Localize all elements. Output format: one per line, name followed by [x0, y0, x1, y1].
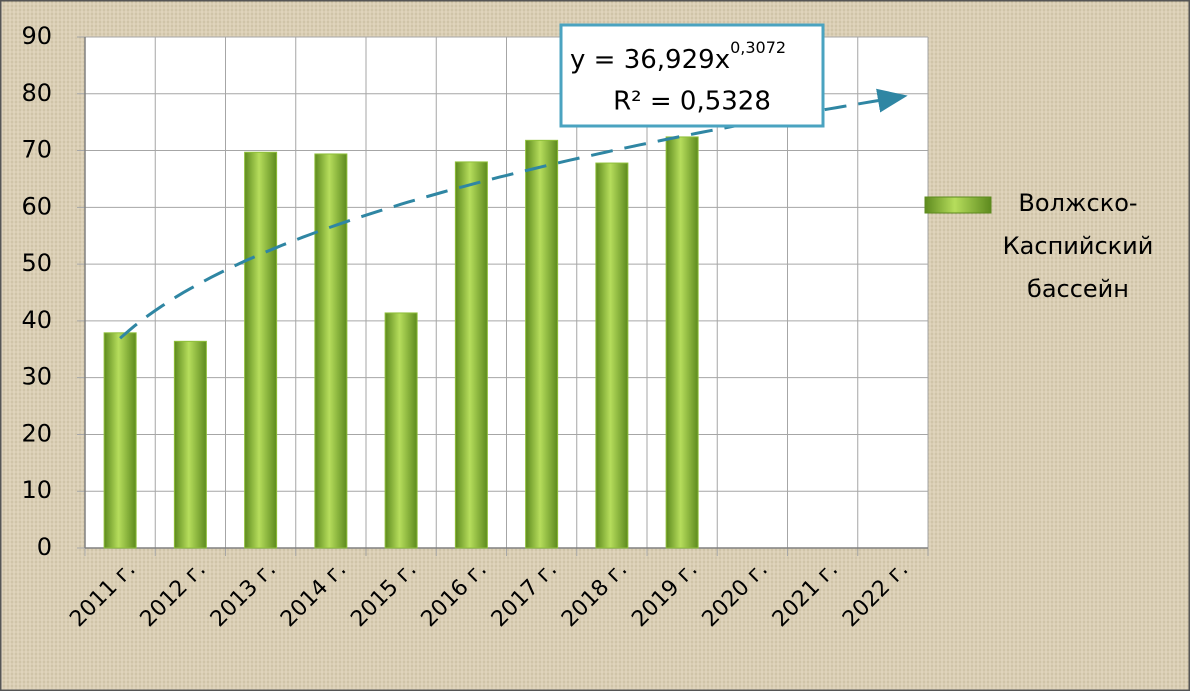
- eq-coefficient: 36,929: [624, 45, 715, 75]
- r-squared: R² = 0,5328: [613, 87, 771, 117]
- bar: [665, 136, 699, 549]
- y-tick-label: 40: [21, 306, 52, 334]
- y-tick-label: 0: [37, 533, 52, 561]
- bar: [384, 312, 418, 549]
- y-tick-label: 80: [21, 79, 52, 107]
- bar: [244, 151, 278, 549]
- bar: [595, 162, 629, 549]
- y-tick-label: 70: [21, 136, 52, 164]
- bar: [173, 340, 207, 549]
- legend-label: Волжско-Каспийский бассейн: [1002, 189, 1154, 303]
- bar: [314, 153, 348, 549]
- eq-prefix: y =: [570, 45, 624, 75]
- y-tick-label: 20: [21, 419, 52, 447]
- equation-box: [559, 23, 825, 128]
- y-tick-label: 50: [21, 249, 52, 277]
- y-tick-label: 60: [21, 192, 52, 220]
- y-tick-label: 30: [21, 363, 52, 391]
- bar: [454, 161, 488, 549]
- eq-variable: x: [715, 45, 730, 75]
- y-tick-label: 90: [21, 22, 52, 50]
- bar: [525, 139, 559, 549]
- trend-equation: y = 36,929x0,3072: [570, 38, 786, 75]
- eq-exponent: 0,3072: [730, 38, 786, 57]
- y-tick-label: 10: [21, 476, 52, 504]
- legend-swatch: [924, 196, 992, 214]
- bar: [103, 332, 137, 549]
